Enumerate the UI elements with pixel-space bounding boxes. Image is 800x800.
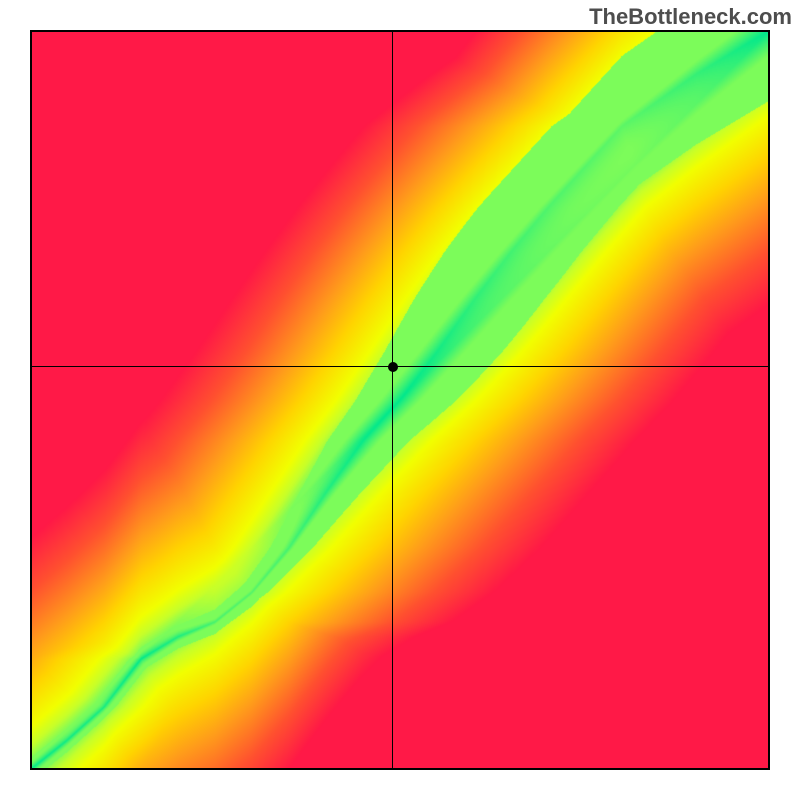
crosshair-marker (388, 362, 398, 372)
watermark-text: TheBottleneck.com (589, 4, 792, 30)
plot-frame (30, 30, 770, 770)
chart-container: TheBottleneck.com (0, 0, 800, 800)
crosshair-vertical (392, 30, 393, 770)
crosshair-horizontal (30, 366, 770, 367)
